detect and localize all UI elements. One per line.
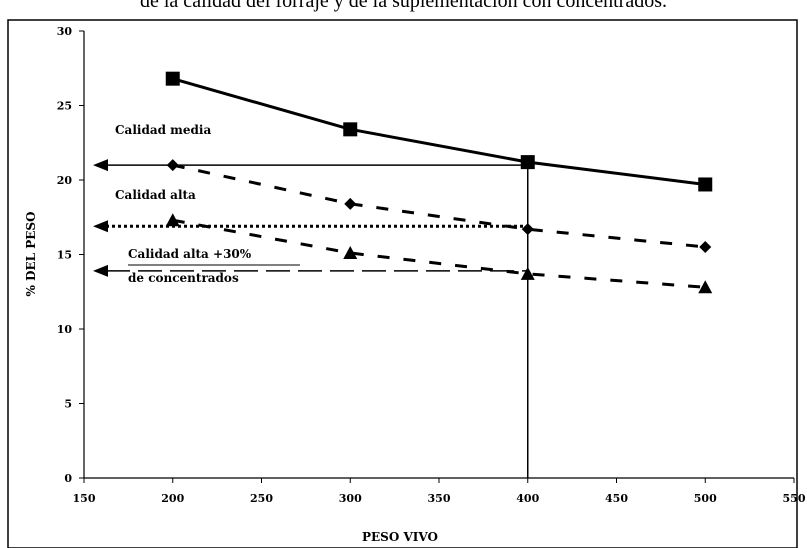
series-group — [165, 71, 713, 294]
x-tick-label: 200 — [161, 492, 184, 505]
x-tick-label: 300 — [339, 492, 362, 505]
y-tick-label: 20 — [57, 174, 73, 187]
data-point-square — [165, 71, 180, 86]
annotation-de-concentrados: de concentrados — [128, 271, 239, 285]
x-tick-label: 150 — [73, 492, 96, 505]
series-3-line — [172, 218, 706, 289]
x-tick-label: 250 — [250, 492, 273, 505]
data-point-triangle — [698, 280, 713, 294]
data-point-diamond — [166, 159, 179, 172]
annotation-calidad-media: Calidad media — [115, 123, 211, 137]
x-tick-label: 350 — [428, 492, 451, 505]
x-tick-labels: 150 200 250 300 350 400 450 500 550 — [73, 478, 806, 505]
x-axis-title: PESO VIVO — [362, 530, 438, 544]
annotation-calidad-alta: Calidad alta — [115, 188, 196, 202]
data-point-triangle — [343, 246, 358, 260]
data-point-square — [520, 155, 535, 170]
y-tick-label: 0 — [64, 472, 72, 485]
data-point-diamond — [699, 241, 712, 254]
data-point-diamond — [521, 223, 534, 236]
y-tick-label: 25 — [57, 100, 72, 113]
x-tick-label: 500 — [694, 492, 717, 505]
series-1-line — [172, 77, 706, 186]
y-tick-label: 15 — [57, 249, 72, 262]
x-tick-label: 550 — [783, 492, 806, 505]
y-tick-labels: 0 5 10 15 20 25 30 — [57, 25, 84, 485]
series-2-line — [172, 163, 706, 249]
arrow-head — [93, 159, 108, 172]
reference-lines — [93, 159, 529, 478]
y-tick-label: 10 — [57, 323, 73, 336]
x-tick-label: 400 — [516, 492, 539, 505]
y-axis-title: % DEL PESO — [24, 211, 38, 296]
y-tick-label: 30 — [57, 25, 73, 38]
data-point-triangle — [165, 213, 180, 227]
annotation-calidad-alta-30: Calidad alta +30% — [128, 247, 252, 261]
chart-frame — [7, 19, 798, 548]
x-tick-label: 450 — [605, 492, 628, 505]
y-tick-label: 5 — [64, 398, 72, 411]
arrow-head — [93, 220, 108, 233]
data-point-square — [343, 122, 358, 137]
data-point-triangle — [520, 266, 535, 280]
arrow-head — [93, 264, 108, 277]
data-point-diamond — [344, 197, 357, 210]
data-point-square — [698, 177, 713, 192]
chart-caption: de la calidad del forraje y de la suplem… — [140, 0, 667, 12]
